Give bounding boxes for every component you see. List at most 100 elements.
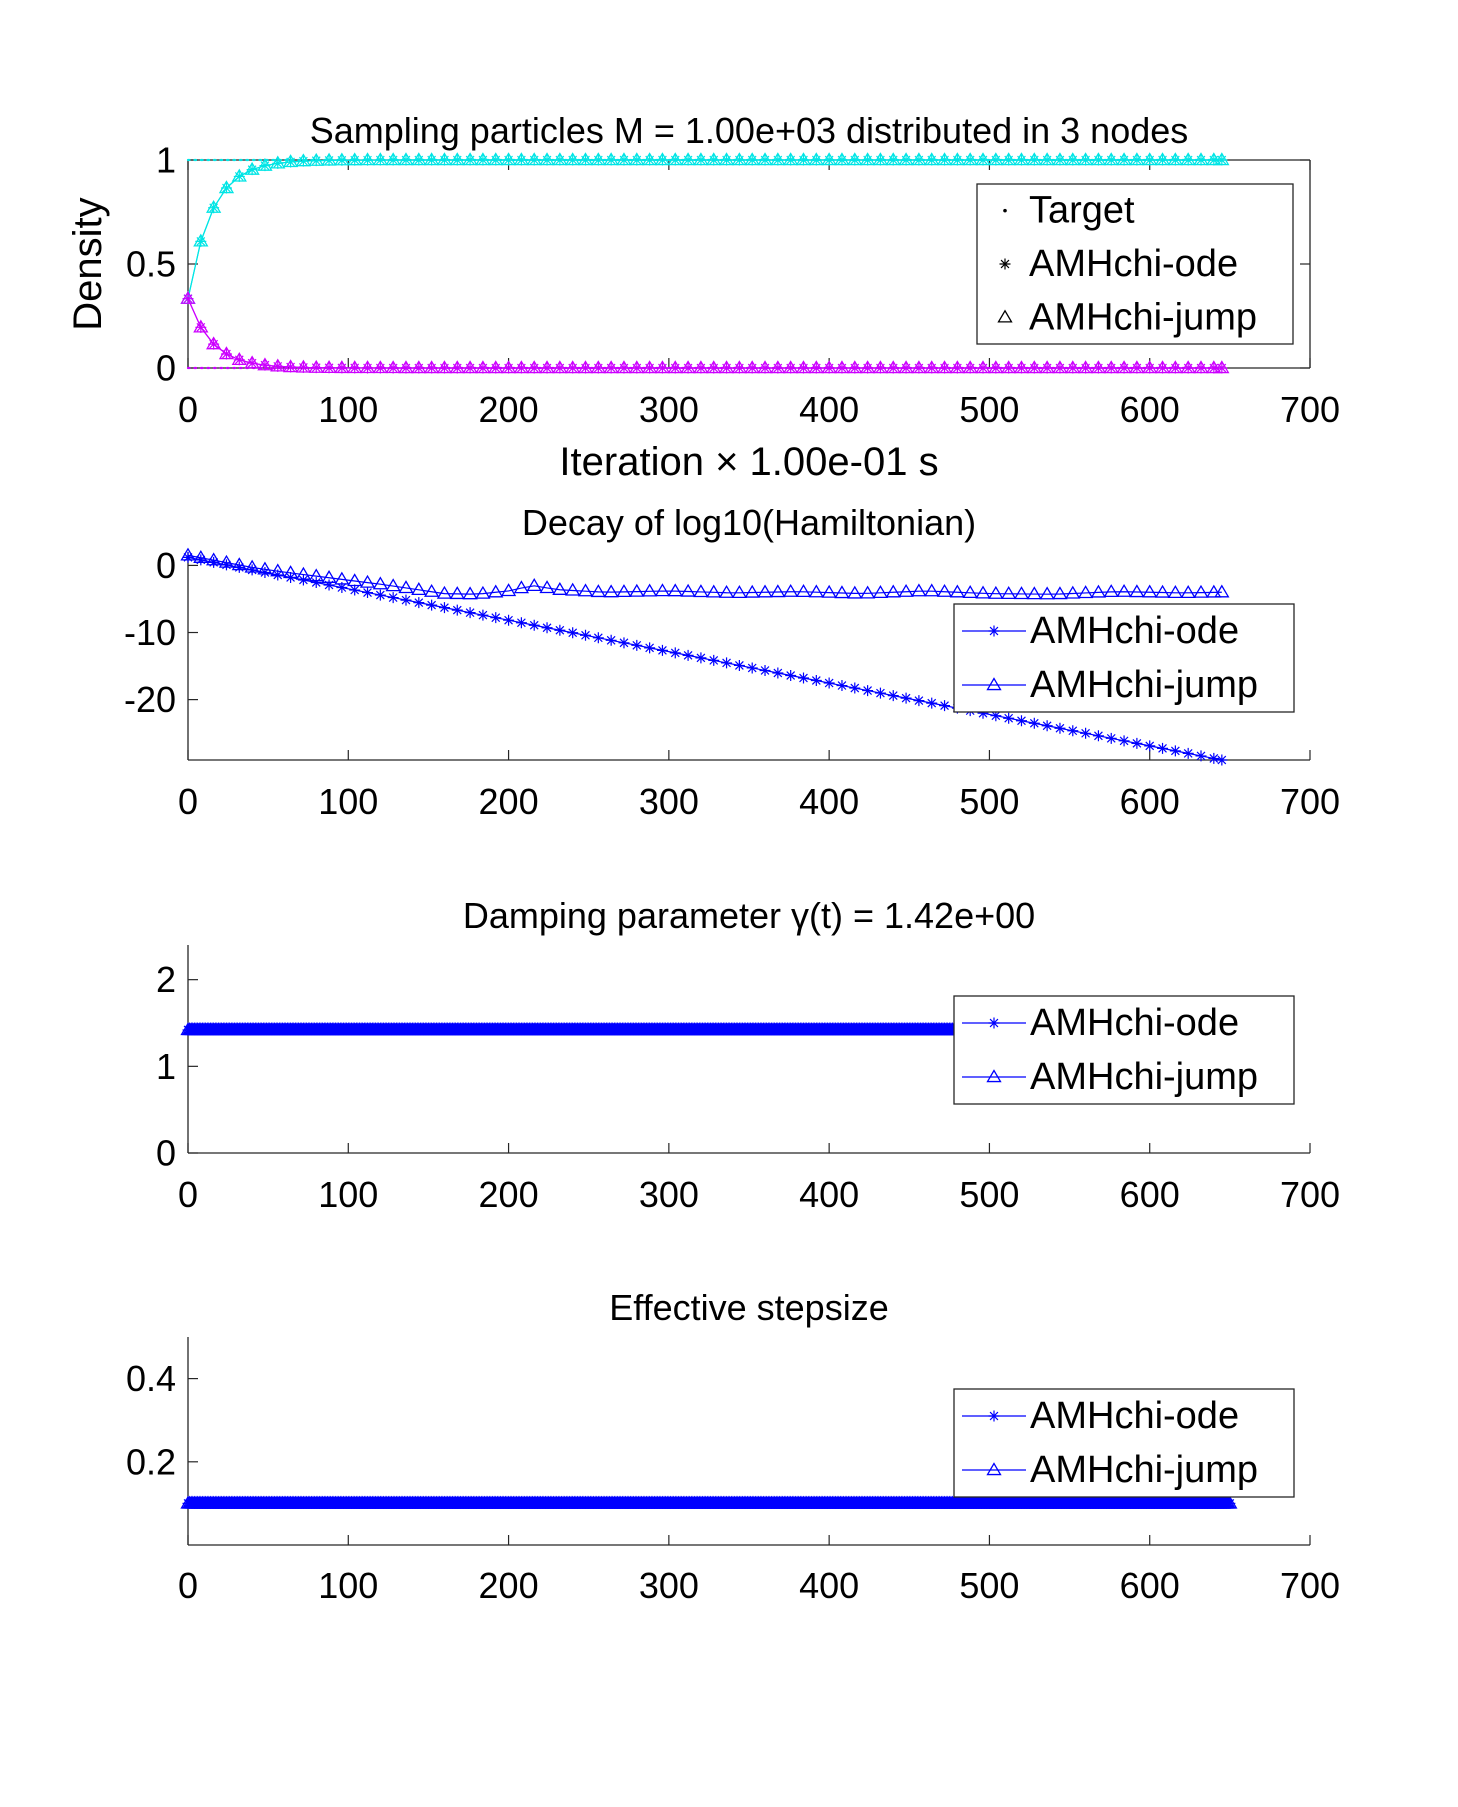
triangle-marker <box>1206 584 1222 598</box>
x-tick-label: 600 <box>1120 389 1180 430</box>
y-tick-label: 0 <box>156 348 176 389</box>
x-tick-label: 100 <box>318 781 378 822</box>
star-marker <box>413 154 425 166</box>
star-marker <box>195 321 207 333</box>
star-marker <box>708 154 720 166</box>
star-marker <box>733 154 745 166</box>
x-tick-label: 400 <box>799 1174 859 1215</box>
triangle-marker <box>1052 586 1068 600</box>
legend-label: AMHchi-ode <box>1030 1395 1239 1437</box>
triangle-marker <box>898 583 914 597</box>
star-marker <box>246 357 258 369</box>
star-marker <box>721 362 733 374</box>
star-marker <box>1041 720 1053 732</box>
star-marker <box>413 362 425 374</box>
star-marker <box>387 362 399 374</box>
star-marker <box>515 154 527 166</box>
triangle-marker <box>1154 584 1171 598</box>
star-marker <box>1003 154 1015 166</box>
star-marker <box>285 156 297 168</box>
star-marker <box>400 362 412 374</box>
x-tick-label: 100 <box>318 1174 378 1215</box>
star-marker <box>618 362 630 374</box>
star-marker <box>746 362 758 374</box>
star-marker <box>1015 154 1027 166</box>
triangle-marker <box>462 586 478 600</box>
star-marker <box>1092 154 1104 166</box>
triangle-marker <box>231 557 247 571</box>
star-marker <box>1105 362 1117 374</box>
chart-panel-4: Effective stepsize 0 100 200 300 400 500 600 700… <box>126 1287 1340 1606</box>
star-marker <box>592 632 604 644</box>
star-marker <box>438 154 450 166</box>
star-marker <box>939 362 951 374</box>
triangle-marker <box>257 561 273 575</box>
triangle-marker <box>872 585 889 598</box>
star-marker <box>310 362 322 374</box>
triangle-marker <box>986 1462 1002 1476</box>
triangle-marker <box>500 583 517 597</box>
star-marker <box>926 154 938 166</box>
y-tick-label: 0.4 <box>126 1358 176 1399</box>
series-line <box>187 159 1222 299</box>
star-marker <box>1169 745 1181 757</box>
triangle-marker <box>526 578 542 592</box>
star-marker <box>490 362 502 374</box>
chart-panel-2: Decay of log10(Hamiltonian) 0 100 200 300 400… <box>124 502 1340 822</box>
star-marker <box>1208 154 1220 166</box>
star-marker <box>631 154 643 166</box>
star-marker <box>451 154 463 166</box>
star-marker <box>1054 722 1066 734</box>
star-marker <box>208 556 220 568</box>
legend-label: AMHchi-jump <box>1030 664 1258 706</box>
star-marker <box>746 662 758 674</box>
star-marker <box>951 362 963 374</box>
star-marker <box>810 362 822 374</box>
star-marker <box>836 154 848 166</box>
star-marker <box>528 154 540 166</box>
star-marker <box>1131 362 1143 374</box>
star-marker <box>515 617 527 629</box>
star-marker <box>977 154 989 166</box>
star-marker <box>682 362 694 374</box>
triangle-marker <box>924 583 940 597</box>
star-marker <box>1054 362 1066 374</box>
x-tick-label: 700 <box>1280 1565 1340 1606</box>
star-marker <box>836 680 848 692</box>
x-tick-label: 300 <box>639 389 699 430</box>
star-marker <box>988 1410 1000 1422</box>
triangle-marker <box>436 585 453 599</box>
x-tick-label: 0 <box>178 1565 198 1606</box>
triangle-marker <box>693 584 709 598</box>
star-marker <box>1216 754 1228 766</box>
triangle-marker <box>885 584 901 598</box>
star-marker <box>567 627 579 639</box>
x-tick-label: 500 <box>959 1565 1019 1606</box>
x-tick-label: 600 <box>1120 1174 1180 1215</box>
star-marker <box>1208 752 1220 764</box>
star-marker <box>1169 362 1181 374</box>
star-marker <box>1118 154 1130 166</box>
x-tick-label: 500 <box>959 389 1019 430</box>
star-marker <box>297 155 309 167</box>
y-axis-label: Density <box>66 197 110 330</box>
triangle-marker <box>770 584 786 598</box>
star-marker <box>195 554 207 566</box>
triangle-marker <box>1222 1495 1238 1509</box>
star-marker <box>939 700 951 712</box>
star-marker <box>708 362 720 374</box>
triangle-marker <box>718 584 735 598</box>
star-marker <box>708 654 720 666</box>
star-marker <box>438 362 450 374</box>
star-marker <box>580 154 592 166</box>
star-marker <box>605 362 617 374</box>
star-marker <box>374 589 386 601</box>
star-marker <box>1195 750 1207 762</box>
triangle-marker <box>398 580 414 594</box>
star-marker <box>1105 732 1117 744</box>
star-marker <box>669 362 681 374</box>
star-marker <box>554 154 566 166</box>
triangle-marker <box>667 583 683 597</box>
y-tick-label: 1 <box>156 140 176 181</box>
star-marker <box>682 649 694 661</box>
